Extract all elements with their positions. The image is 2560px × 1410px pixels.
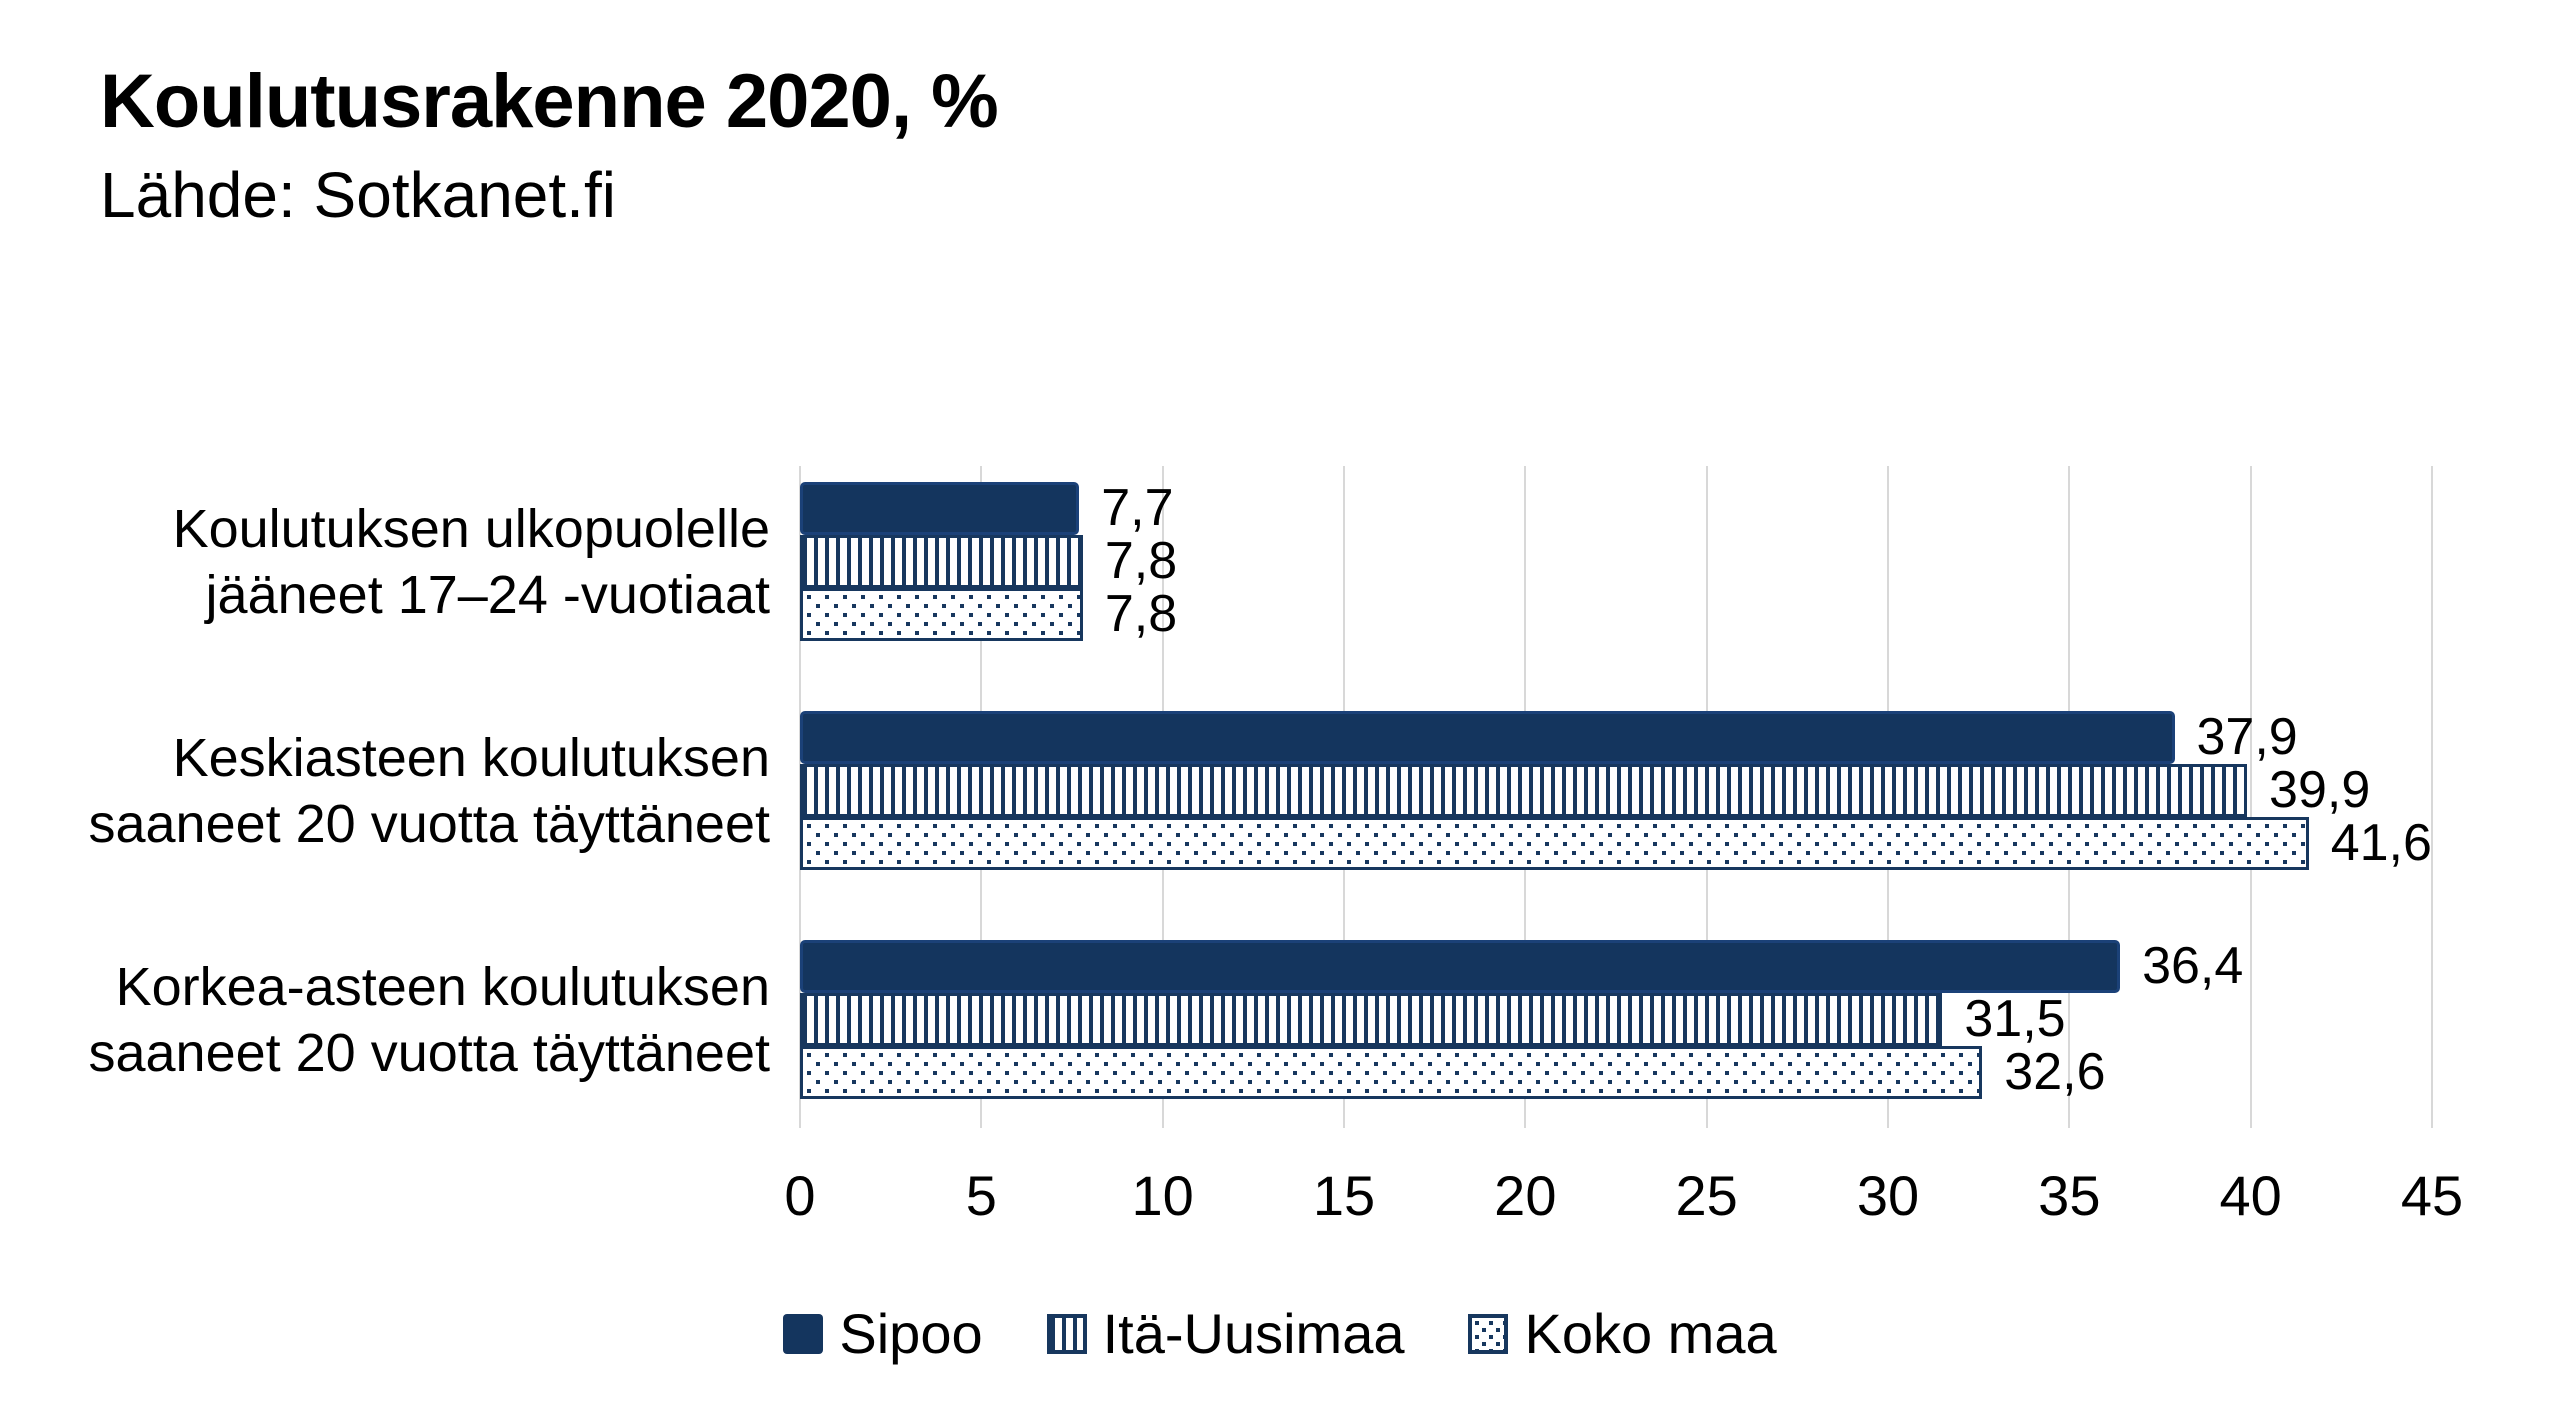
x-tick-label-45: 45 [2400,1164,2464,1227]
bar-sipoo-3 [800,940,2121,993]
bar-it-uusimaa-2 [800,764,2248,817]
bar-sipoo-1 [800,482,1080,535]
category-label-line: saaneet 20 vuotta täyttäneet [88,1023,770,1083]
legend-label-it-uusimaa: Itä-Uusimaa [1102,1302,1405,1365]
category-label-line: Keskiasteen koulutuksen [172,728,770,788]
bar-koko-maa-3 [800,1046,1983,1099]
bar-it-uusimaa-1 [800,535,1083,588]
x-tick-label-30: 30 [1856,1164,1920,1227]
chart-source: Lähde: Sotkanet.fi [100,159,616,231]
category-label-line: jääneet 17–24 -vuotiaat [205,565,770,625]
value-label-sipoo-1: 7,7 [1101,479,1174,537]
legend-label-koko-maa: Koko maa [1524,1302,1777,1365]
x-tick-label-15: 15 [1312,1164,1376,1227]
x-tick-label-10: 10 [1131,1164,1194,1227]
category-label-3: Korkea-asteen koulutuksen saaneet 20 vuot… [40,954,770,1086]
bar-it-uusimaa-3 [800,993,1943,1046]
vertical-stripes-swatch-icon [1046,1314,1087,1354]
category-label-1: Koulutuksen ulkopuolelle jääneet 17–24 -v… [40,496,770,628]
legend-label-sipoo: Sipoo [839,1302,983,1365]
x-tick-label-0: 0 [784,1164,816,1227]
legend-item-koko-maa: Koko maa [1468,1302,1777,1365]
legend: Sipoo Itä-Uusimaa Koko maa [0,1296,2560,1372]
category-label-line: Koulutuksen ulkopuolelle [172,499,770,559]
category-label-line: Korkea-asteen koulutuksen [115,957,770,1017]
x-tick-label-20: 20 [1494,1164,1557,1227]
x-tick-label-25: 25 [1675,1164,1738,1227]
dots-swatch-icon [1468,1314,1509,1354]
value-label-it-uusimaa-1: 7,8 [1104,532,1178,590]
gridline-45 [2431,466,2433,1128]
value-label-koko-maa-3: 32,6 [2004,1043,2106,1101]
bar-koko-maa-1 [800,588,1083,641]
x-tick-label-5: 5 [965,1164,997,1227]
legend-item-sipoo: Sipoo [783,1302,983,1365]
value-label-it-uusimaa-3: 31,5 [1964,990,2066,1048]
gridline-40 [2249,466,2252,1128]
x-tick-label-40: 40 [2219,1164,2282,1227]
value-label-sipoo-2: 37,9 [2196,708,2298,766]
bar-koko-maa-2 [800,817,2309,870]
x-tick-label-35: 35 [2038,1164,2101,1227]
legend-item-it-uusimaa: Itä-Uusimaa [1046,1302,1405,1365]
category-label-line: saaneet 20 vuotta täyttäneet [88,794,770,854]
value-label-koko-maa-2: 41,6 [2330,814,2432,872]
value-label-koko-maa-1: 7,8 [1104,585,1178,643]
chart-title: Koulutusrakenne 2020, % [100,59,999,144]
solid-swatch-icon [783,1314,824,1354]
category-label-2: Keskiasteen koulutuksen saaneet 20 vuotta… [40,725,770,857]
bar-sipoo-2 [800,711,2175,764]
value-label-sipoo-3: 36,4 [2142,937,2244,995]
value-label-it-uusimaa-2: 39,9 [2269,761,2371,819]
